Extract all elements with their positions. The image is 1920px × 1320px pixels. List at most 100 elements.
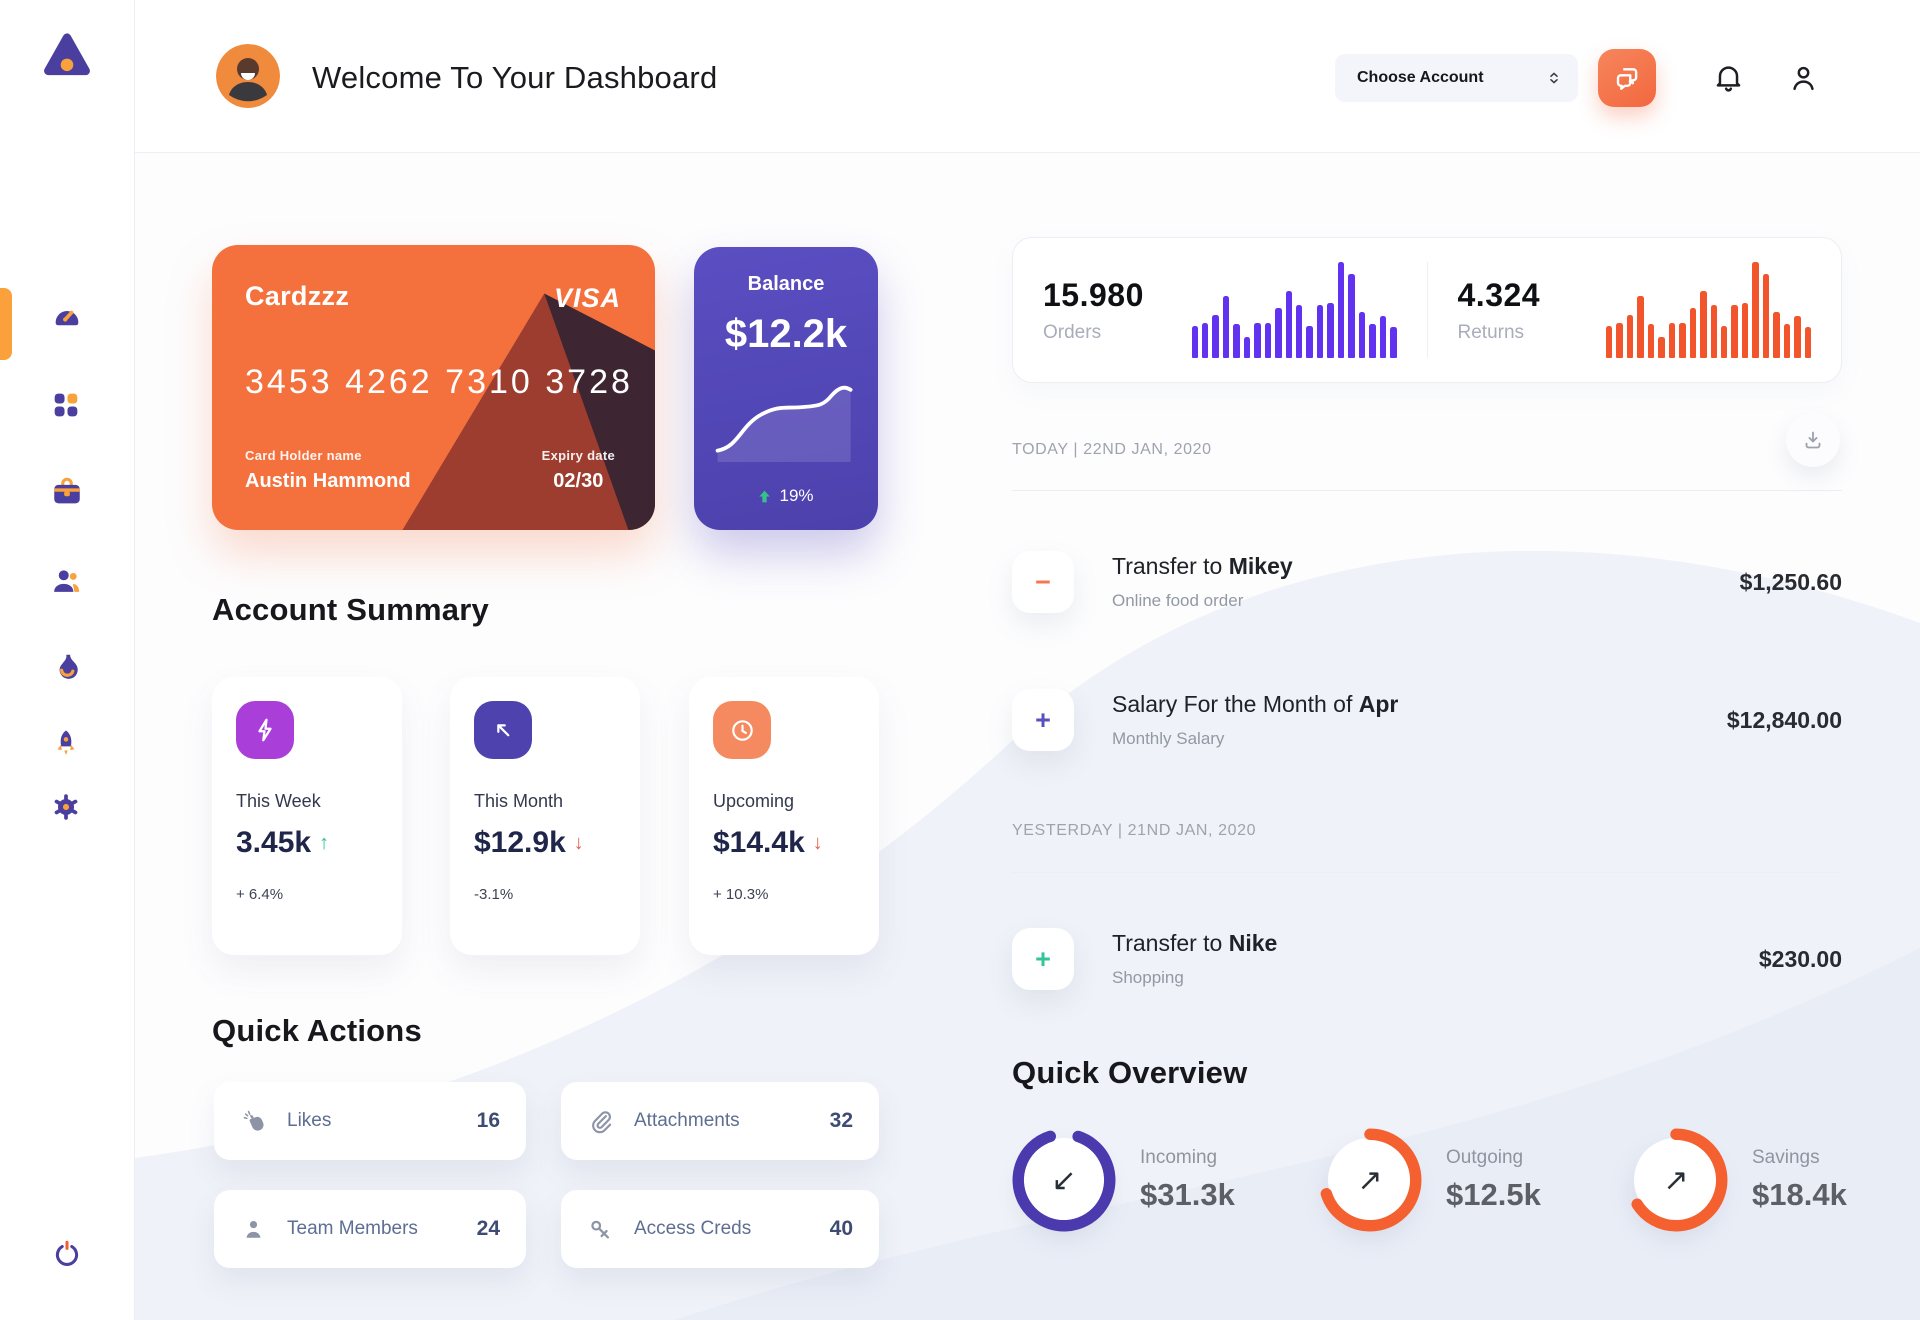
card-holder-block: Card Holder name Austin Hammond [245,448,411,493]
quick-action-likes[interactable]: Likes 16 [214,1082,526,1160]
quick-overview-title: Quick Overview [1012,1055,1248,1090]
app-logo[interactable] [38,28,96,91]
sidebar-item-apps[interactable] [50,389,84,423]
arrow-up-left-icon [497,724,510,737]
summary-card-this-month: This Month $12.9k ↓ -3.1% [450,677,640,955]
card-holder-label: Card Holder name [245,448,362,463]
chat-icon [1616,68,1638,90]
quick-action-label: Team Members [287,1218,418,1239]
quick-actions-title: Quick Actions [212,1013,422,1048]
sidebar-item-dashboard[interactable] [50,299,84,333]
briefcase-icon [54,477,80,504]
balance-change-value: 19% [779,486,814,505]
outgoing-progress-ring: ↗ [1318,1128,1422,1232]
quick-action-label: Likes [287,1110,332,1131]
orders-stat: 15.980 Orders [1013,238,1427,382]
balance-value: $12.2k [724,312,848,356]
flame-icon [59,654,78,679]
quick-action-label: Attachments [634,1110,740,1131]
chevron-up-down-icon [1550,72,1558,84]
sidebar-item-contacts[interactable] [50,565,84,599]
summary-label: This Week [236,791,321,811]
summary-delta: -3.1% [474,886,514,903]
card-number: 3453 4262 7310 3728 [245,363,633,401]
plus-icon-badge: + [1012,928,1074,990]
overview-label: Incoming [1140,1147,1218,1168]
summary-value: 3.45k [236,826,312,859]
transaction-row-mikey[interactable]: − Transfer to Mikey Online food order $1… [1012,543,1842,621]
sidebar [0,0,135,1320]
plus-sign: + [1035,943,1051,974]
overview-value: $31.3k [1140,1177,1235,1212]
orders-bar-chart [1191,262,1397,358]
sidebar-item-trending[interactable] [50,651,84,685]
download-statement-button[interactable] [1786,413,1840,467]
plus-icon-badge: + [1012,689,1074,751]
person-icon [246,1220,261,1238]
avatar-image [216,44,280,108]
key-icon [591,1220,610,1238]
divider [1012,490,1842,491]
lightning-icon-badge [236,701,294,759]
plus-sign: + [1035,704,1051,735]
quick-action-count: 24 [476,1217,500,1240]
summary-card-this-week: This Week 3.45k ↑ + 6.4% [212,677,402,955]
notifications-button[interactable] [1712,62,1745,95]
sidebar-item-launch[interactable] [50,727,84,761]
balance-trend-chart [715,385,853,462]
users-icon [54,570,80,592]
overview-value: $18.4k [1752,1177,1847,1212]
sidebar-item-portfolio[interactable] [50,475,84,509]
summary-delta: + 10.3% [713,886,769,903]
paperclip-icon [592,1110,612,1133]
overview-label: Outgoing [1446,1147,1524,1168]
transaction-amount: $1,250.60 [1739,568,1842,595]
account-selector-label: Choose Account [1357,69,1484,86]
bell-icon [1716,66,1741,92]
divider [1012,872,1842,873]
arrow-up-left-icon-badge [474,701,532,759]
savings-progress-ring: ↗ [1624,1128,1728,1232]
tx-group-header-today: TODAY | 22ND JAN, 2020 [1012,441,1212,458]
clock-icon-badge [713,701,771,759]
transaction-subtitle: Shopping [1112,968,1184,987]
overview-label: Savings [1752,1147,1820,1168]
profile-button[interactable] [1787,62,1820,95]
chat-button[interactable] [1598,49,1656,107]
summary-value: $12.9k [474,826,566,859]
transaction-title: Transfer to Nike [1112,930,1278,956]
summary-delta: + 6.4% [236,886,284,903]
overview-incoming: ↙ Incoming $31.3k [1012,1128,1235,1232]
tx-group-header-yesterday: YESTERDAY | 21ND JAN, 2020 [1012,822,1257,839]
ring-arc [1318,1128,1422,1232]
logout-button[interactable] [51,1238,83,1270]
page-title: Welcome To Your Dashboard [312,60,718,95]
quick-action-label: Access Creds [634,1218,752,1239]
returns-bar-chart [1606,262,1812,358]
orders-label: Orders [1043,321,1102,343]
overview-outgoing: ↗ Outgoing $12.5k [1318,1128,1541,1232]
summary-value: $14.4k [713,826,805,859]
apps-grid-icon [54,393,78,417]
header: Welcome To Your Dashboard Choose Account [135,0,1920,153]
clap-icon [243,1110,264,1131]
quick-action-access-creds[interactable]: Access Creds 40 [561,1190,879,1268]
overview-savings: ↗ Savings $18.4k [1624,1128,1847,1232]
account-selector[interactable]: Choose Account [1335,54,1578,102]
quick-action-team-members[interactable]: Team Members 24 [214,1190,526,1268]
transaction-row-nike[interactable]: + Transfer to Nike Shopping $230.00 [1012,920,1842,998]
credit-card: Cardzzz VISA 3453 4262 7310 3728 Card Ho… [212,245,655,530]
balance-card: Balance $12.2k 19% [694,247,878,530]
summary-label: This Month [474,791,564,811]
power-icon [55,1240,79,1266]
sidebar-item-settings[interactable] [50,791,84,825]
minus-icon-badge: − [1012,551,1074,613]
trend-down-arrow: ↓ [573,831,584,854]
quick-action-attachments[interactable]: Attachments 32 [561,1082,879,1160]
clock-icon [731,719,753,741]
transaction-row-salary[interactable]: + Salary For the Month of Apr Monthly Sa… [1012,681,1842,759]
summary-card-upcoming: Upcoming $14.4k ↓ + 10.3% [689,677,879,955]
returns-label: Returns [1457,321,1525,343]
account-summary-title: Account Summary [212,592,489,627]
